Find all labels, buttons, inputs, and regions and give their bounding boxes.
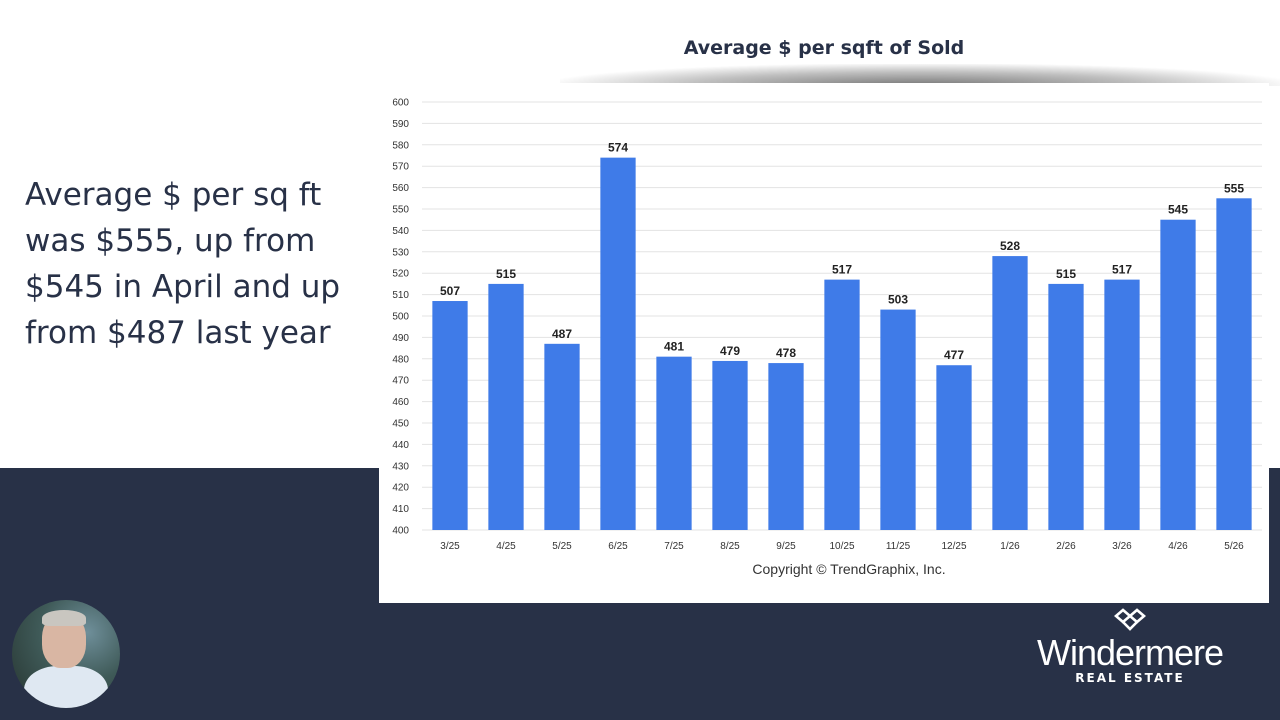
bar	[712, 360, 748, 530]
windermere-logo: Windermere REAL ESTATE	[1032, 608, 1228, 690]
y-tick-label: 520	[392, 269, 409, 280]
x-tick-label: 5/26	[1224, 541, 1244, 552]
y-tick-label: 580	[392, 140, 409, 151]
y-tick-label: 430	[392, 461, 409, 472]
chart-panel: 400 410 420 430 440 450 460 470 480 490 500 510 520 5…	[379, 83, 1269, 603]
y-tick-label: 470	[392, 376, 409, 387]
data-label: 479	[720, 344, 740, 358]
windermere-logo-mark-icon	[1114, 608, 1146, 631]
y-tick-label: 560	[392, 183, 409, 194]
x-tick-label: 2/26	[1056, 541, 1076, 552]
presenter-avatar	[12, 600, 120, 708]
y-tick-label: 410	[392, 504, 409, 515]
data-label: 574	[608, 141, 628, 155]
x-tick-label: 11/25	[886, 541, 911, 552]
y-tick-label: 510	[392, 290, 409, 301]
bar	[992, 256, 1028, 530]
x-tick-label: 6/25	[608, 541, 628, 552]
y-tick-label: 480	[392, 354, 409, 365]
y-tick-label: 450	[392, 419, 409, 430]
chart-title: Average $ per sqft of Sold	[683, 37, 965, 59]
x-tick-label: 12/25	[941, 541, 966, 552]
data-label: 478	[776, 346, 796, 360]
y-tick-label: 600	[392, 98, 409, 109]
data-label: 503	[888, 293, 908, 307]
title-shadow	[560, 64, 1280, 86]
bar	[432, 301, 468, 530]
bar	[600, 157, 636, 530]
data-label: 507	[440, 284, 460, 298]
x-tick-label: 1/26	[1000, 541, 1020, 552]
bar	[544, 343, 580, 530]
bar	[488, 283, 524, 530]
bar	[1216, 198, 1252, 531]
data-label: 487	[552, 327, 572, 341]
x-tick-label: 8/25	[720, 541, 740, 552]
brand-subtitle: REAL ESTATE	[1075, 671, 1185, 685]
data-label: 545	[1168, 203, 1188, 217]
y-tick-label: 440	[392, 440, 409, 451]
bar	[1160, 219, 1196, 530]
brand-name: Windermere	[1036, 632, 1224, 673]
data-label: 515	[496, 267, 516, 281]
y-tick-label: 490	[392, 333, 409, 344]
data-label: 481	[664, 340, 684, 354]
data-label: 517	[832, 263, 852, 277]
bar	[656, 356, 692, 530]
x-tick-label: 3/25	[440, 541, 460, 552]
y-tick-label: 540	[392, 226, 409, 237]
bar	[936, 365, 972, 530]
bar	[1104, 279, 1140, 530]
bar	[880, 309, 916, 530]
x-tick-label: 10/25	[829, 541, 854, 552]
data-label: 477	[944, 348, 964, 362]
y-tick-label: 550	[392, 205, 409, 216]
copyright-text: Copyright © TrendGraphix, Inc.	[752, 561, 946, 577]
x-tick-label: 9/25	[776, 541, 796, 552]
y-tick-label: 460	[392, 397, 409, 408]
x-tick-label: 3/26	[1112, 541, 1132, 552]
data-label: 515	[1056, 267, 1076, 281]
x-tick-label: 5/25	[552, 541, 572, 552]
data-label: 555	[1224, 181, 1244, 195]
x-tick-label: 4/25	[496, 541, 516, 552]
x-tick-label: 7/25	[664, 541, 684, 552]
y-tick-label: 400	[392, 526, 409, 537]
y-tick-label: 500	[392, 312, 409, 323]
y-tick-label: 420	[392, 483, 409, 494]
data-label: 528	[1000, 239, 1020, 253]
headline-text: Average $ per sq ft was $555, up from $5…	[25, 177, 341, 351]
bar	[768, 363, 804, 530]
bar-chart: 400 410 420 430 440 450 460 470 480 490 500 510 520 5…	[392, 98, 1262, 552]
bar	[1048, 283, 1084, 530]
data-label: 517	[1112, 263, 1132, 277]
y-tick-label: 570	[392, 162, 409, 173]
y-tick-label: 590	[392, 119, 409, 130]
y-tick-label: 530	[392, 247, 409, 258]
x-tick-label: 4/26	[1168, 541, 1188, 552]
bar	[824, 279, 860, 530]
